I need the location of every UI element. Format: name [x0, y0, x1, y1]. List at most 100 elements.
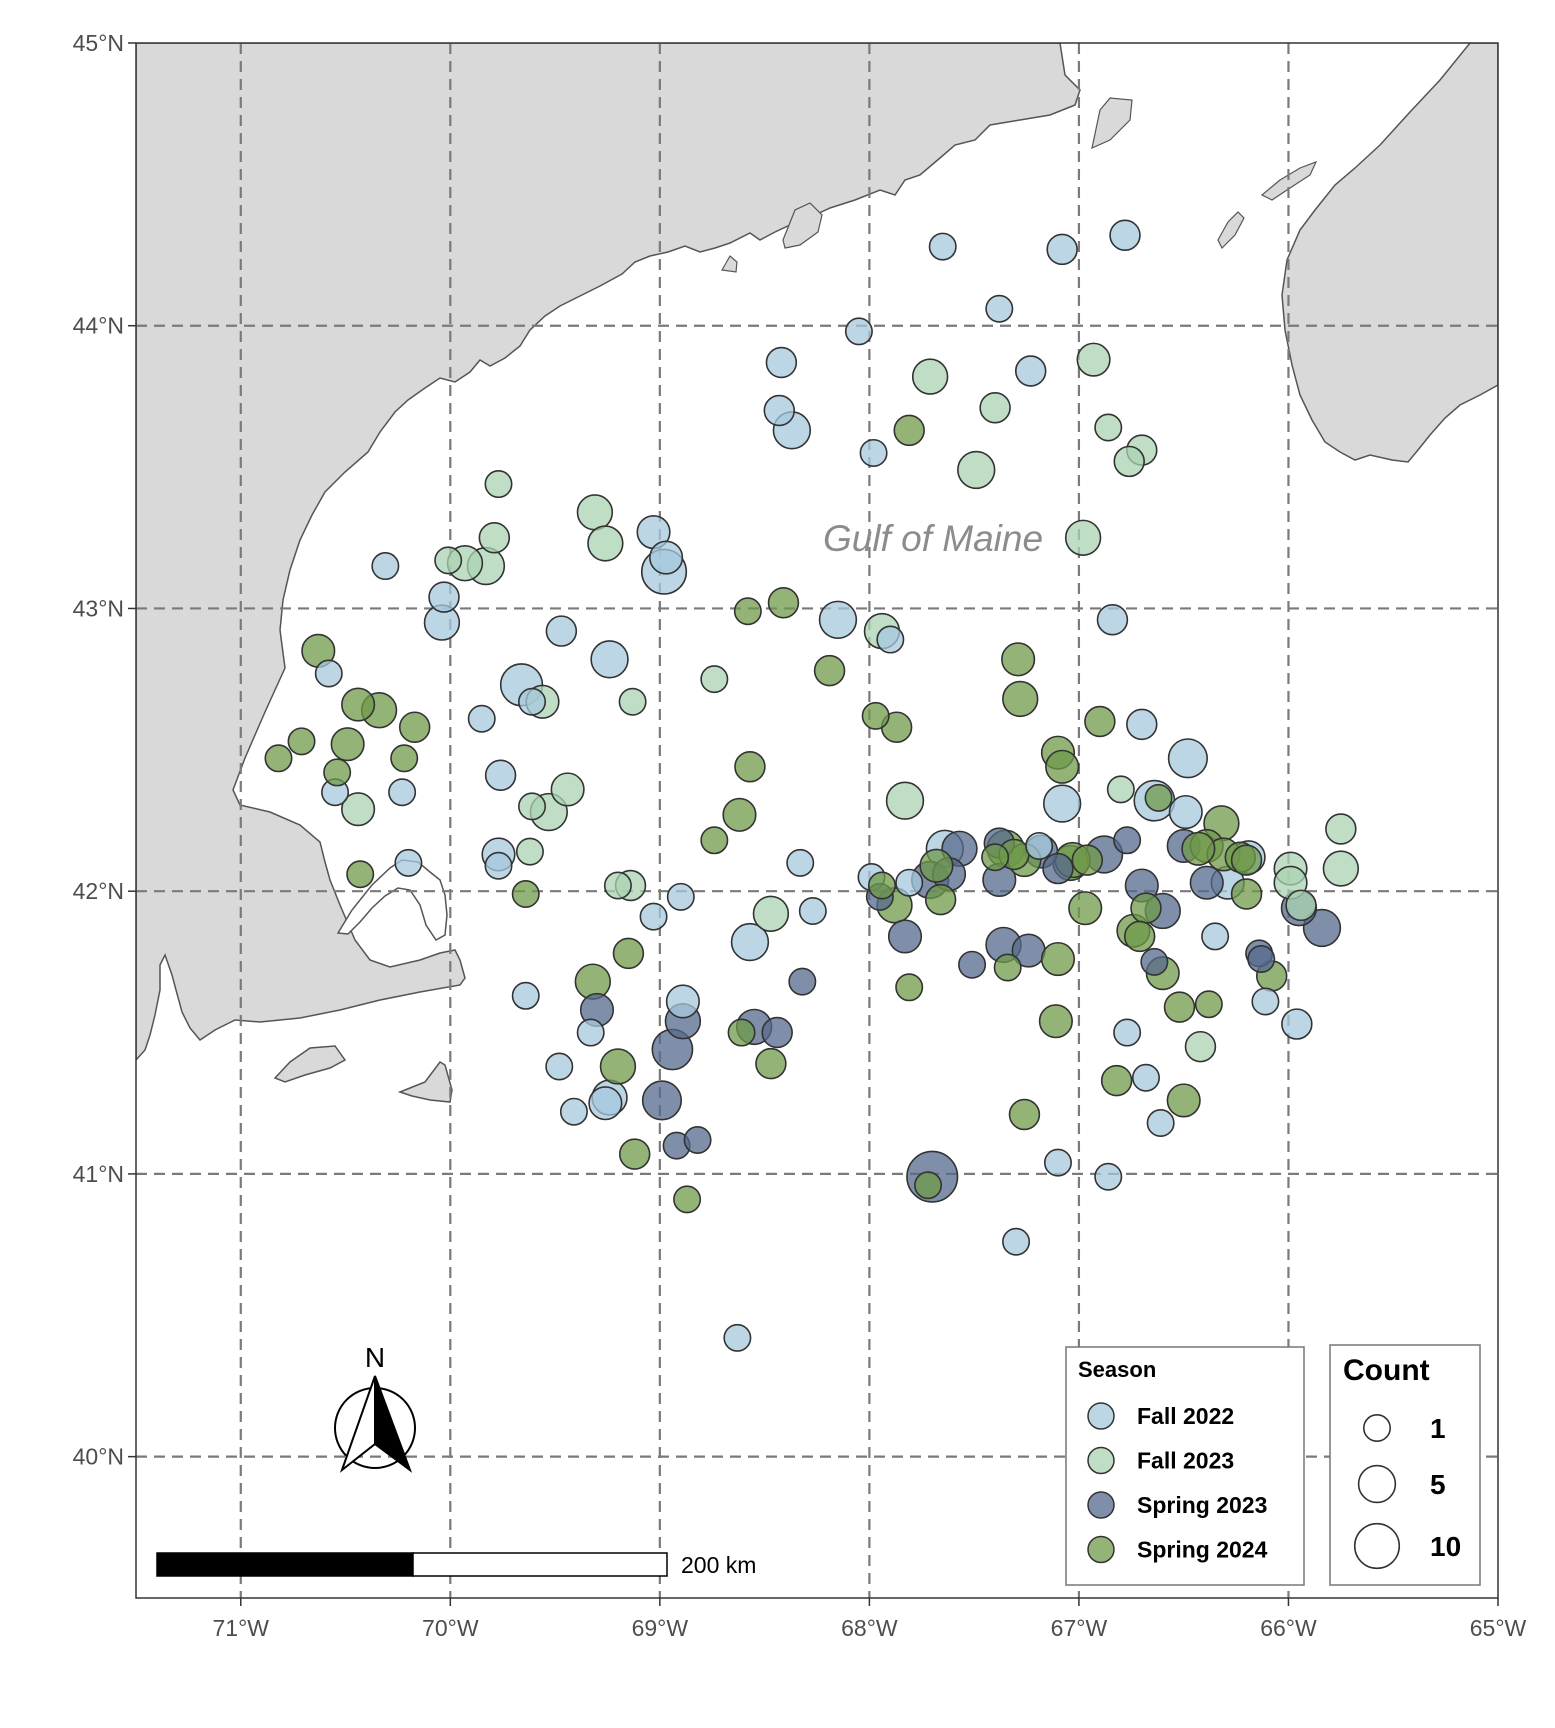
sample-point: [599, 1048, 637, 1085]
sample-point: [818, 600, 858, 639]
sample-point: [786, 848, 815, 877]
sample-point: [727, 1018, 756, 1047]
tick-label-lat: 44°N: [73, 313, 124, 339]
sample-point: [957, 450, 996, 490]
count-legend-label: 1: [1430, 1413, 1446, 1444]
sample-point: [1181, 831, 1216, 866]
sample-point: [1014, 355, 1047, 387]
sample-point: [1230, 878, 1263, 910]
sample-point: [1113, 826, 1142, 855]
grand-manan: [1217, 211, 1245, 250]
cape-cod-hook: [336, 859, 448, 941]
sample-point: [1096, 604, 1129, 636]
sample-point: [388, 778, 417, 807]
count-legend-label: 10: [1430, 1531, 1461, 1562]
nantucket: [397, 1061, 453, 1103]
sample-point: [484, 470, 513, 499]
map-panel-border: [135, 42, 1499, 1599]
sample-point: [979, 391, 1011, 424]
tick-label-lon: 69°W: [632, 1615, 689, 1641]
sample-point: [576, 1018, 605, 1047]
sample-point: [958, 950, 987, 979]
sample-point: [1201, 922, 1230, 951]
sample-points: [264, 219, 1360, 1352]
sample-point: [859, 438, 888, 467]
sample-point: [981, 843, 1010, 872]
sample-point: [428, 581, 460, 613]
small-islands: [721, 97, 1133, 273]
sample-point: [885, 781, 925, 820]
sample-point: [813, 654, 846, 687]
sample-point: [511, 981, 540, 1010]
sample-point: [730, 922, 770, 962]
sample-point: [587, 525, 624, 562]
sample-point: [1043, 1148, 1072, 1177]
sample-point: [1040, 941, 1076, 977]
sample-point: [618, 687, 647, 716]
sample-point: [478, 522, 511, 554]
count-legend-key: [1353, 1522, 1401, 1570]
sample-point: [867, 871, 896, 900]
sample-point: [985, 294, 1014, 323]
sample-point: [618, 1138, 651, 1170]
sample-point: [1166, 1083, 1201, 1118]
sample-point: [398, 711, 431, 743]
sample-point: [1100, 1064, 1133, 1097]
sample-point: [649, 540, 684, 575]
tick-label-lat: 43°N: [73, 595, 124, 621]
count-legend: Count 1 5 10: [1329, 1344, 1481, 1586]
season-legend-label: Spring 2024: [1137, 1537, 1268, 1563]
sample-point: [550, 772, 585, 807]
sample-point: [1281, 1008, 1313, 1040]
sample-point: [914, 1171, 943, 1200]
sample-point: [1094, 413, 1123, 442]
sample-point: [330, 727, 365, 762]
sample-point: [1285, 889, 1317, 922]
sample-point: [911, 358, 949, 395]
sample-point: [1130, 892, 1162, 924]
sample-point: [761, 1016, 793, 1049]
sample-point: [341, 792, 376, 827]
sample-point: [1045, 749, 1080, 784]
season-legend-key: [1087, 1446, 1115, 1475]
season-legend-title: Season: [1078, 1357, 1156, 1382]
sample-point: [893, 414, 925, 447]
scale-bar-white-segment: [412, 1552, 668, 1577]
sample-point: [700, 665, 729, 694]
season-legend-key: [1087, 1491, 1115, 1519]
sample-point: [484, 759, 517, 792]
sample-point: [1168, 794, 1203, 830]
scale-bar-black-segment: [156, 1552, 414, 1577]
sample-point: [734, 751, 766, 783]
sample-point: [394, 848, 423, 877]
sample-point: [341, 687, 376, 722]
sample-point: [722, 797, 757, 832]
sample-point: [314, 659, 343, 688]
sample-point: [755, 1047, 787, 1080]
north-arrow: N: [334, 1342, 416, 1473]
sample-point: [1325, 813, 1357, 845]
sample-point: [673, 1185, 702, 1214]
sample-point: [1084, 705, 1116, 738]
sample-point: [752, 895, 790, 932]
season-legend-key: [1087, 1535, 1115, 1564]
sample-point: [1106, 775, 1135, 804]
sample-point: [1046, 233, 1078, 266]
sample-point: [1230, 844, 1263, 876]
sample-point: [641, 1080, 683, 1121]
sample-point: [1008, 1098, 1041, 1131]
new-brunswick-shore: [1260, 160, 1318, 201]
sample-point: [545, 615, 578, 647]
sample-point: [467, 704, 496, 733]
count-legend-key: [1357, 1464, 1397, 1504]
sample-point: [765, 346, 798, 379]
sample-point: [511, 880, 540, 909]
sample-point: [1167, 738, 1208, 779]
sample-point: [683, 1125, 712, 1154]
north-arrow-right-half: [374, 1375, 413, 1473]
sample-point: [763, 394, 796, 427]
sample-point: [1109, 219, 1141, 251]
tick-label-lat: 42°N: [73, 878, 124, 904]
sample-point: [1126, 708, 1158, 741]
